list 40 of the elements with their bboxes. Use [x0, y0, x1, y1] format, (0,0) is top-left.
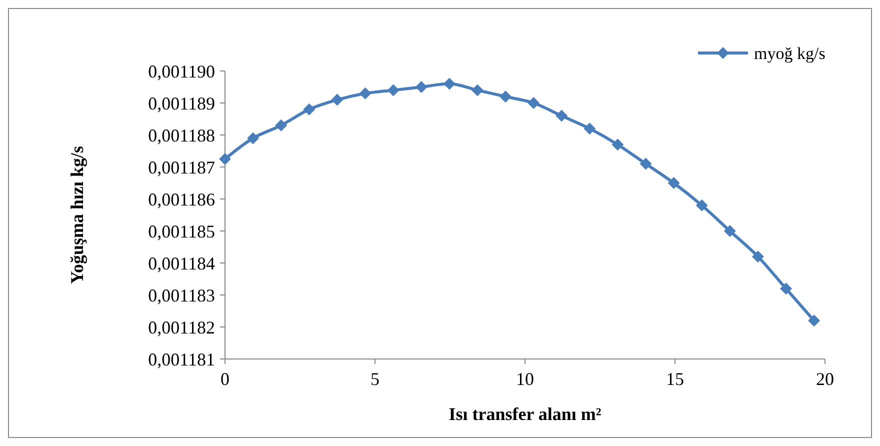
y-tick-label: 0,001183 [148, 285, 215, 306]
y-tick-label: 0,001188 [148, 125, 215, 146]
point [752, 250, 764, 263]
y-tick-label: 0,001184 [148, 253, 215, 274]
point [303, 103, 316, 116]
y-axis-title: Yoğuşma hızı kg/s [67, 146, 87, 284]
x-tick-label: 15 [666, 369, 684, 389]
legend-label: myoğ kg/s [754, 44, 826, 63]
point [668, 177, 680, 189]
y-tick-label: 0,001181 [148, 349, 215, 370]
y-tick-label: 0,001190 [148, 61, 215, 82]
y-tick-label: 0,001182 [148, 317, 215, 338]
point [443, 78, 456, 90]
point [556, 110, 568, 122]
point [415, 81, 428, 93]
y-tick-label: 0,001187 [148, 157, 215, 178]
point [724, 225, 736, 237]
point [275, 119, 288, 132]
point [528, 97, 540, 109]
y-tick-label: 0,001185 [148, 221, 215, 242]
point [780, 282, 792, 295]
point [808, 314, 820, 327]
point [359, 87, 372, 100]
point [387, 84, 400, 96]
x-tick-label: 20 [816, 369, 834, 389]
point [696, 199, 708, 212]
point [500, 90, 512, 103]
point [247, 132, 260, 144]
x-tick-label: 10 [516, 369, 534, 389]
point [331, 94, 344, 106]
point [584, 122, 596, 135]
x-axis-title: Isı transfer alanı m² [448, 404, 602, 424]
point [219, 153, 231, 165]
point [640, 158, 652, 170]
y-tick-label: 0,001186 [148, 189, 215, 210]
x-tick-label: 5 [370, 369, 380, 389]
x-tick-label: 0 [220, 369, 230, 389]
point [471, 84, 484, 96]
y-tick-label: 0,001189 [148, 93, 215, 114]
point [612, 138, 624, 151]
